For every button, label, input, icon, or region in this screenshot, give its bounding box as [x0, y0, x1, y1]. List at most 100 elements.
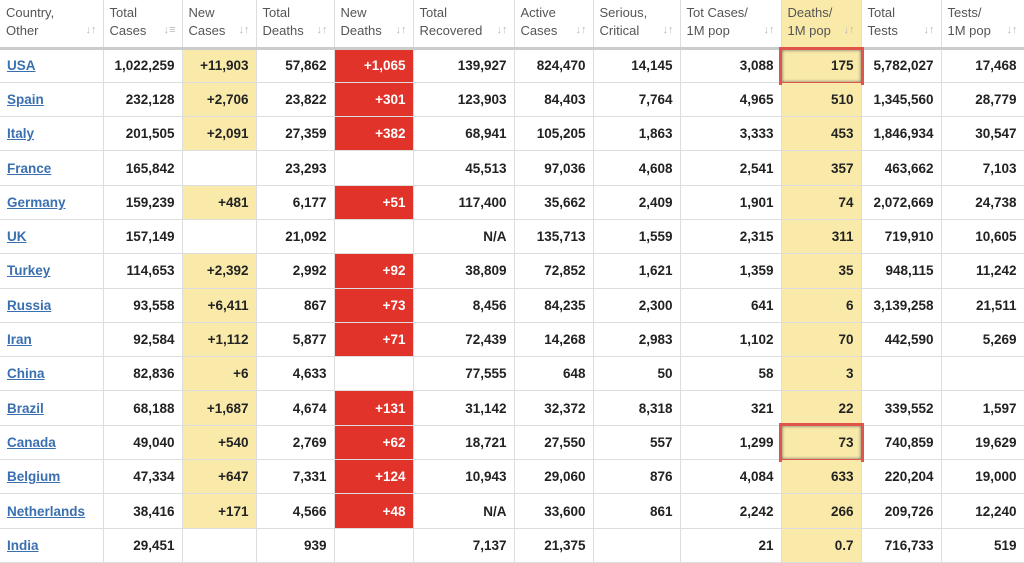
header-label-line2: Critical: [599, 23, 640, 38]
header-tests-per-1m[interactable]: Tests/1M pop ↓↑: [941, 0, 1024, 50]
header-total-recovered[interactable]: Total Recovered ↓↑: [413, 0, 515, 50]
cell-serious-critical: 861: [593, 493, 681, 529]
header-serious-critical[interactable]: Serious, Critical ↓↑: [593, 0, 681, 50]
header-new-deaths[interactable]: New Deaths ↓↑: [334, 0, 414, 50]
cell-total-tests: 2,072,669: [861, 185, 942, 220]
cell-total-recovered: 123,903: [413, 82, 515, 118]
sort-icon[interactable]: ↓↑: [662, 23, 674, 36]
cell-serious-critical: 1,559: [593, 219, 681, 255]
country-link[interactable]: Russia: [7, 297, 52, 313]
sort-icon[interactable]: ↓↑: [85, 23, 97, 36]
sort-icon[interactable]: ↓↑: [238, 23, 250, 36]
cell-new-cases: +171: [182, 493, 257, 529]
sort-icon[interactable]: ↓↑: [575, 23, 587, 36]
cell-tests-per-1m: 10,605: [941, 219, 1024, 255]
header-label-line2: Other: [6, 23, 39, 38]
cell-tests-per-1m: 28,779: [941, 82, 1024, 118]
cell-total-cases: 114,653: [103, 253, 183, 289]
cell-serious-critical: 1,863: [593, 116, 681, 152]
cell-deaths-per-1m: 70: [781, 322, 862, 358]
sort-icon[interactable]: ↓↑: [1006, 23, 1018, 36]
country-link[interactable]: USA: [7, 58, 36, 74]
cell-cases-per-1m: 58: [680, 356, 782, 392]
header-country[interactable]: Country, Other ↓↑: [0, 0, 104, 50]
table-row: Italy 201,505 +2,091 27,359 +382 68,941 105,20…: [0, 116, 1024, 152]
country-link[interactable]: Belgium: [7, 469, 61, 485]
cell-new-cases: [182, 219, 257, 255]
cell-new-deaths: +124: [334, 459, 414, 495]
header-cases-per-1m[interactable]: Tot Cases/1M pop ↓↑: [680, 0, 782, 50]
cell-total-recovered: 38,809: [413, 253, 515, 289]
cell-new-deaths: +382: [334, 116, 414, 152]
cell-tests-per-1m: 17,468: [941, 48, 1024, 83]
sort-icon[interactable]: ↓≡: [163, 23, 176, 36]
cell-tests-per-1m: [941, 356, 1024, 392]
cell-total-recovered: 68,941: [413, 116, 515, 152]
sort-icon[interactable]: ↓↑: [496, 23, 508, 36]
country-link[interactable]: UK: [7, 229, 27, 245]
table-row: Turkey 114,653 +2,392 2,992 +92 38,809 72,852 1…: [0, 253, 1024, 289]
cell-active-cases: 135,713: [514, 219, 594, 255]
country-link[interactable]: Italy: [7, 126, 35, 142]
cell-serious-critical: 557: [593, 425, 681, 461]
cell-total-tests: [861, 356, 942, 392]
cell-total-cases: 49,040: [103, 425, 183, 461]
header-new-cases[interactable]: New Cases ↓↑: [182, 0, 257, 50]
country-link[interactable]: China: [7, 366, 45, 382]
cell-total-recovered: 45,513: [413, 150, 515, 186]
country-link[interactable]: India: [7, 537, 39, 553]
sort-icon[interactable]: ↓↑: [316, 23, 328, 36]
cell-serious-critical: 7,764: [593, 82, 681, 118]
cell-country: Belgium: [0, 459, 104, 495]
country-link[interactable]: Iran: [7, 332, 32, 348]
cell-tests-per-1m: 1,597: [941, 390, 1024, 426]
cell-total-deaths: 23,822: [256, 82, 335, 118]
cell-total-deaths: 21,092: [256, 219, 335, 255]
sort-icon[interactable]: ↓↑: [395, 23, 407, 36]
header-total-deaths[interactable]: Total Deaths ↓↑: [256, 0, 335, 50]
cell-active-cases: 21,375: [514, 528, 594, 563]
country-link[interactable]: Netherlands: [7, 503, 86, 519]
country-link[interactable]: Turkey: [7, 263, 51, 279]
cell-total-recovered: N/A: [413, 493, 515, 529]
cell-serious-critical: 50: [593, 356, 681, 392]
table-row: Spain 232,128 +2,706 23,822 +301 123,903 84,40…: [0, 82, 1024, 118]
cell-cases-per-1m: 321: [680, 390, 782, 426]
country-link[interactable]: Brazil: [7, 400, 44, 416]
sort-icon[interactable]: ↓↑: [923, 23, 935, 36]
header-label-line2: Deaths: [262, 23, 304, 38]
cell-total-deaths: 2,992: [256, 253, 335, 289]
cell-cases-per-1m: 641: [680, 288, 782, 323]
cell-total-tests: 220,204: [861, 459, 942, 495]
cell-total-deaths: 939: [256, 528, 335, 563]
header-active-cases[interactable]: Active Cases ↓↑: [514, 0, 594, 50]
cell-total-recovered: 31,142: [413, 390, 515, 426]
header-total-cases[interactable]: Total Cases ↓≡: [103, 0, 183, 50]
sort-icon[interactable]: ↓↑: [843, 23, 855, 36]
table-row: Belgium 47,334 +647 7,331 +124 10,943 29,060 87…: [0, 459, 1024, 495]
country-link[interactable]: France: [7, 160, 52, 176]
cell-new-deaths: +62: [334, 425, 414, 461]
header-deaths-per-1m[interactable]: Deaths/1M pop ↓↑: [781, 0, 862, 50]
header-label-line2: 1M pop: [686, 23, 730, 38]
cell-total-deaths: 4,566: [256, 493, 335, 529]
cell-total-cases: 29,451: [103, 528, 183, 563]
cell-tests-per-1m: 7,103: [941, 150, 1024, 186]
cell-active-cases: 72,852: [514, 253, 594, 289]
cell-active-cases: 14,268: [514, 322, 594, 358]
cell-total-cases: 1,022,259: [103, 48, 183, 83]
header-total-tests[interactable]: Total Tests ↓↑: [861, 0, 942, 50]
cell-cases-per-1m: 2,541: [680, 150, 782, 186]
sort-icon[interactable]: ↓↑: [763, 23, 775, 36]
country-link[interactable]: Spain: [7, 91, 44, 107]
table-row: UK 157,149 21,092 N/A 135,713 1,559 2,315 311 71…: [0, 219, 1024, 255]
cell-deaths-per-1m: 3: [781, 356, 862, 392]
cell-active-cases: 33,600: [514, 493, 594, 529]
cell-active-cases: 32,372: [514, 390, 594, 426]
table-row: Netherlands 38,416 +171 4,566 +48 N/A 33,600 86…: [0, 493, 1024, 529]
country-link[interactable]: Canada: [7, 434, 56, 450]
cell-new-cases: +6: [182, 356, 257, 392]
country-link[interactable]: Germany: [7, 194, 66, 210]
cell-tests-per-1m: 30,547: [941, 116, 1024, 152]
